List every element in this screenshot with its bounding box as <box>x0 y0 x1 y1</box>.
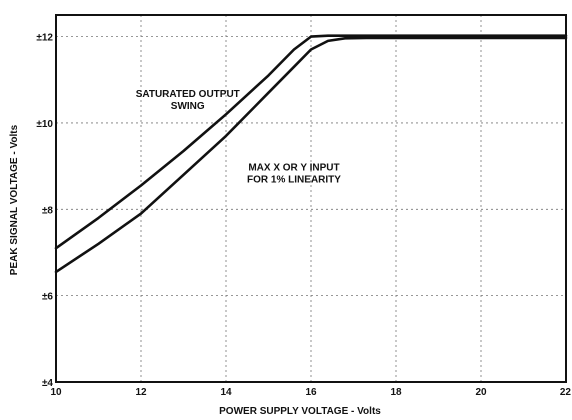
y-tick-label: ±6 <box>42 292 53 303</box>
plot-frame <box>55 14 567 383</box>
x-axis-title: POWER SUPPLY VOLTAGE - Volts <box>219 406 381 417</box>
y-tick-label: ±12 <box>36 33 53 44</box>
y-tick-label: ±10 <box>36 119 53 130</box>
annotation-line: FOR 1% LINEARITY <box>247 174 341 185</box>
y-tick-label: ±4 <box>42 378 53 389</box>
tick-labels: 10 12 14 16 18 20 22 ±4 ±6 ±8 ±10 ±12 <box>36 33 571 398</box>
annotation-line: SATURATED OUTPUT <box>136 89 240 100</box>
y-tick-label: ±8 <box>42 205 53 216</box>
x-tick-label: 22 <box>560 387 572 398</box>
x-tick-label: 18 <box>390 387 402 398</box>
annotation-line: MAX X OR Y INPUT <box>248 162 339 173</box>
series-line-1 <box>54 34 568 250</box>
annotation-line: SWING <box>171 101 205 112</box>
annotation-2: MAX X OR Y INPUT FOR 1% LINEARITY <box>247 162 341 185</box>
y-axis-title: PEAK SIGNAL VOLTAGE - Volts <box>9 124 20 275</box>
x-tick-label: 14 <box>220 387 232 398</box>
x-tick-label: 20 <box>475 387 487 398</box>
x-tick-label: 10 <box>50 387 62 398</box>
series-layer <box>54 34 568 274</box>
x-tick-label: 16 <box>305 387 317 398</box>
annotation-1: SATURATED OUTPUT SWING <box>136 89 240 112</box>
x-tick-label: 12 <box>135 387 147 398</box>
annotations: SATURATED OUTPUT SWING MAX X OR Y INPUT FOR… <box>136 89 342 185</box>
series-line-2 <box>54 36 568 274</box>
grid-lines <box>56 15 566 382</box>
